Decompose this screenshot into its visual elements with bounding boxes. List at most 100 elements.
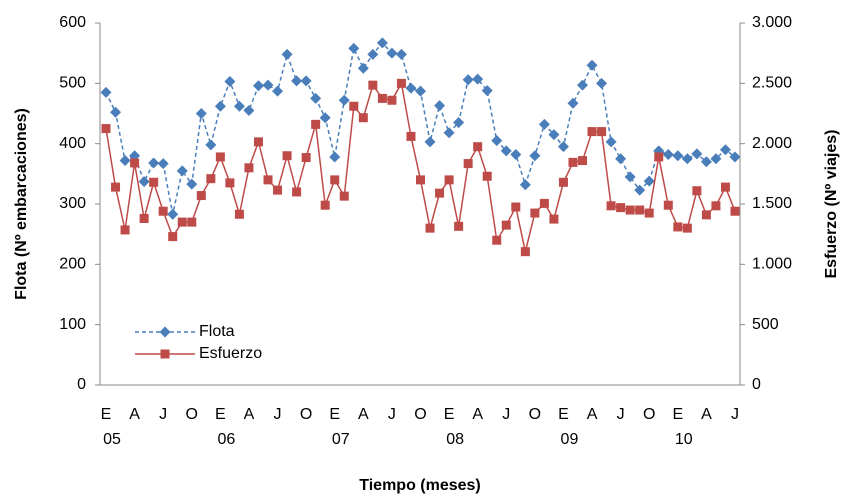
data-point	[339, 191, 349, 201]
data-point	[701, 210, 711, 220]
data-point	[406, 131, 416, 141]
data-point	[101, 124, 111, 134]
data-point	[491, 135, 503, 147]
data-point	[444, 175, 454, 185]
data-point	[244, 163, 254, 173]
y2-tick-label: 0	[752, 376, 761, 393]
x-tick-label: A	[244, 406, 255, 423]
x-tick-label: O	[414, 406, 426, 423]
data-point	[482, 171, 492, 181]
data-point	[215, 152, 225, 162]
x-tick-label: E	[558, 406, 569, 423]
data-point	[519, 179, 531, 191]
y2-tick-label: 2.000	[752, 135, 792, 152]
data-point	[148, 157, 160, 169]
x-tick-label: J	[159, 406, 167, 423]
x-tick-label: J	[274, 406, 282, 423]
data-point	[119, 155, 131, 167]
data-point	[539, 198, 549, 208]
data-point	[586, 59, 598, 71]
data-point	[615, 153, 627, 165]
x-tick-label: J	[617, 406, 625, 423]
x-tick-label: O	[300, 406, 312, 423]
legend-label: Esfuerzo	[199, 345, 262, 362]
data-point	[530, 208, 540, 218]
y-axis-title: Flota (Nº embarcaciones)	[13, 108, 30, 300]
x-tick-label: E	[329, 406, 340, 423]
data-point	[453, 117, 465, 129]
data-point	[110, 106, 122, 118]
y-tick-label: 400	[59, 135, 86, 152]
data-point	[405, 82, 417, 94]
x-tick-label: E	[101, 406, 112, 423]
x-tick-label: A	[587, 406, 598, 423]
x-tick-label: J	[388, 406, 396, 423]
data-point	[730, 206, 740, 216]
data-point	[587, 127, 597, 137]
x-tick-label: A	[701, 406, 712, 423]
data-point	[425, 223, 435, 233]
data-point	[377, 93, 387, 103]
data-point	[644, 208, 654, 218]
data-point	[186, 178, 198, 190]
data-point	[568, 157, 578, 167]
data-point	[396, 78, 406, 88]
year-label: 07	[332, 431, 350, 448]
data-point	[368, 80, 378, 90]
data-point	[415, 85, 426, 97]
data-point	[662, 149, 674, 161]
data-point	[252, 80, 264, 92]
data-point	[434, 100, 446, 112]
data-point	[710, 153, 722, 165]
data-point	[520, 247, 530, 257]
x-tick-label: A	[358, 406, 369, 423]
data-point	[320, 200, 330, 210]
data-point	[492, 235, 502, 245]
y-tick-label: 300	[59, 195, 86, 212]
x-tick-label: A	[129, 406, 140, 423]
data-point	[338, 94, 350, 106]
x-tick-label: E	[444, 406, 455, 423]
data-point	[139, 213, 149, 223]
data-point	[500, 145, 512, 157]
y2-axis-title: Esfuerzo (Nº viajes)	[823, 130, 840, 279]
data-point	[311, 119, 321, 129]
x-tick-label: O	[186, 406, 198, 423]
data-point	[301, 153, 311, 163]
data-point	[624, 171, 636, 183]
x-tick-label: E	[672, 406, 683, 423]
data-point	[395, 48, 407, 60]
data-point	[262, 79, 274, 91]
data-point	[472, 73, 484, 85]
data-point	[616, 203, 626, 213]
data-point	[330, 175, 340, 185]
data-point	[263, 175, 273, 185]
data-point	[635, 205, 645, 215]
data-point	[473, 142, 483, 152]
data-point	[691, 148, 703, 160]
data-point	[138, 176, 150, 188]
data-point	[663, 200, 673, 210]
data-point	[643, 175, 655, 187]
data-point	[549, 214, 559, 224]
data-point	[233, 100, 245, 112]
data-point	[548, 129, 560, 141]
data-point	[111, 182, 121, 192]
y-tick-label: 200	[59, 256, 86, 273]
data-point	[196, 191, 206, 201]
data-point	[158, 206, 168, 216]
data-point	[273, 185, 283, 195]
data-point	[329, 151, 341, 163]
legend-marker	[160, 349, 170, 359]
data-point	[719, 144, 731, 156]
data-point	[625, 205, 635, 215]
year-label: 08	[446, 431, 464, 448]
year-label: 05	[103, 431, 121, 448]
data-point	[120, 225, 130, 235]
data-point	[711, 201, 721, 211]
data-point	[481, 85, 493, 97]
y-tick-label: 0	[77, 376, 86, 393]
y2-tick-label: 1.500	[752, 195, 792, 212]
data-point	[157, 158, 169, 170]
